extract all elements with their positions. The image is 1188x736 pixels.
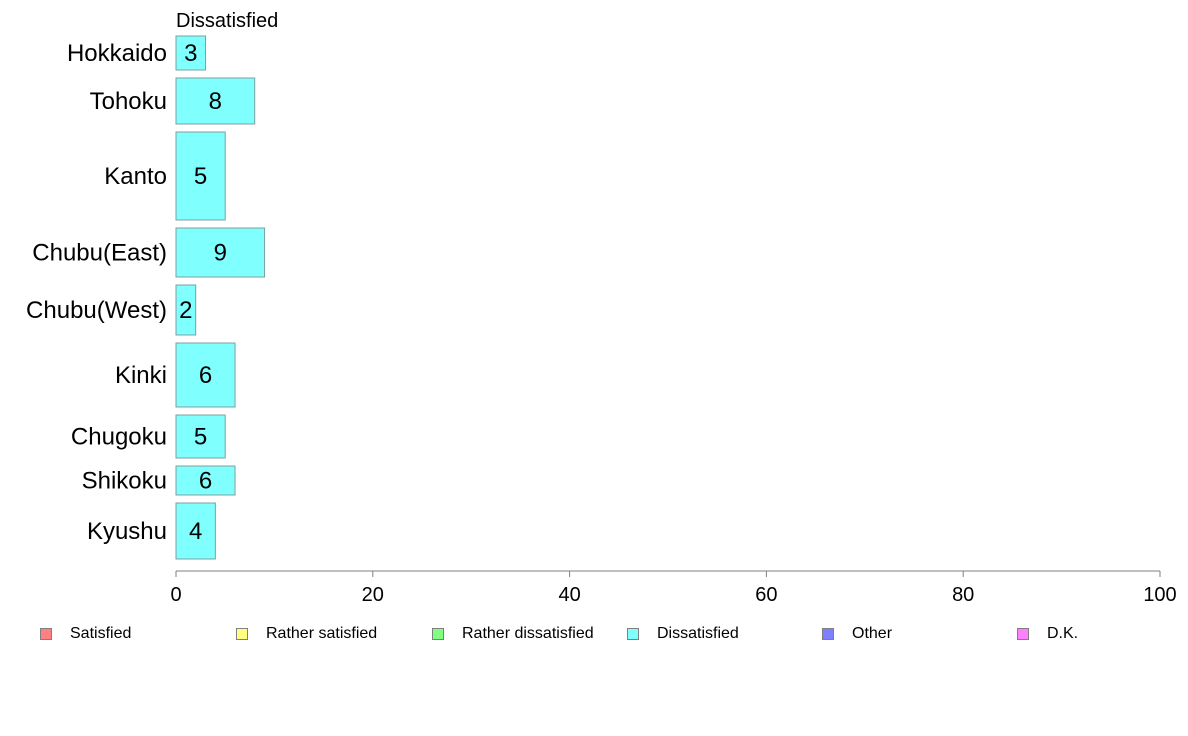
legend-item: Satisfied bbox=[40, 622, 131, 646]
legend-swatch bbox=[1017, 628, 1029, 640]
legend-label: Satisfied bbox=[70, 625, 132, 642]
bar-kanto bbox=[175, 131, 226, 221]
legend-swatch bbox=[236, 628, 248, 640]
bar-tohoku bbox=[175, 77, 256, 125]
category-label: Chugoku bbox=[71, 424, 167, 451]
bar-chubu-west- bbox=[175, 284, 197, 336]
x-tick-label: 80 bbox=[952, 584, 974, 606]
bar-hokkaido bbox=[175, 35, 207, 71]
category-label: Shikoku bbox=[82, 468, 167, 495]
data-label: 5 bbox=[194, 163, 207, 190]
category-label: Chubu(West) bbox=[26, 297, 167, 324]
chart-title: Dissatisfied bbox=[176, 10, 278, 32]
category-label: Kinki bbox=[115, 362, 167, 389]
bar-shikoku bbox=[175, 465, 236, 496]
legend-label: Dissatisfied bbox=[657, 625, 739, 642]
bar-chubu-east- bbox=[175, 227, 266, 278]
data-label: 5 bbox=[194, 424, 207, 451]
legend-label: Rather dissatisfied bbox=[462, 625, 594, 642]
legend-label: Rather satisfied bbox=[266, 625, 378, 642]
data-label: 3 bbox=[184, 40, 197, 67]
legend: Satisfied Rather satisfied Rather dissatis… bbox=[0, 622, 1188, 646]
legend-item: D.K. bbox=[1017, 622, 1078, 646]
data-label: 2 bbox=[179, 297, 192, 324]
x-tick-label: 20 bbox=[362, 584, 384, 606]
data-label: 8 bbox=[209, 88, 222, 115]
data-label: 4 bbox=[189, 518, 202, 545]
data-label: 6 bbox=[199, 362, 212, 389]
x-tick-label: 100 bbox=[1143, 584, 1176, 606]
legend-swatch bbox=[40, 628, 52, 640]
legend-item: Other bbox=[822, 622, 892, 646]
bar-kinki bbox=[175, 342, 236, 408]
legend-swatch bbox=[432, 628, 444, 640]
x-tick-label: 0 bbox=[170, 584, 181, 606]
category-label: Kyushu bbox=[87, 518, 167, 545]
bar-chugoku bbox=[175, 414, 226, 459]
legend-label: Other bbox=[852, 625, 893, 642]
legend-item: Dissatisfied bbox=[627, 622, 739, 646]
category-label: Chubu(East) bbox=[32, 240, 167, 267]
x-tick-label: 60 bbox=[755, 584, 777, 606]
bars-group: 3 Hokkaido 8 Tohoku 5 Kanto 9 Chubu(East) 2 Chubu… bbox=[26, 35, 266, 560]
data-label: 9 bbox=[214, 240, 227, 267]
data-label: 6 bbox=[199, 468, 212, 495]
legend-item: Rather satisfied bbox=[236, 622, 377, 646]
bar-kyushu bbox=[175, 502, 216, 560]
legend-swatch bbox=[627, 628, 639, 640]
x-axis: 0 20 40 60 80 100 bbox=[170, 570, 1177, 606]
category-label: Tohoku bbox=[90, 88, 167, 115]
category-label: Kanto bbox=[104, 163, 167, 190]
legend-label: D.K. bbox=[1047, 625, 1079, 642]
category-label: Hokkaido bbox=[67, 40, 167, 67]
x-tick-label: 40 bbox=[558, 584, 580, 606]
legend-item: Rather dissatisfied bbox=[432, 622, 594, 646]
legend-swatch bbox=[822, 628, 834, 640]
